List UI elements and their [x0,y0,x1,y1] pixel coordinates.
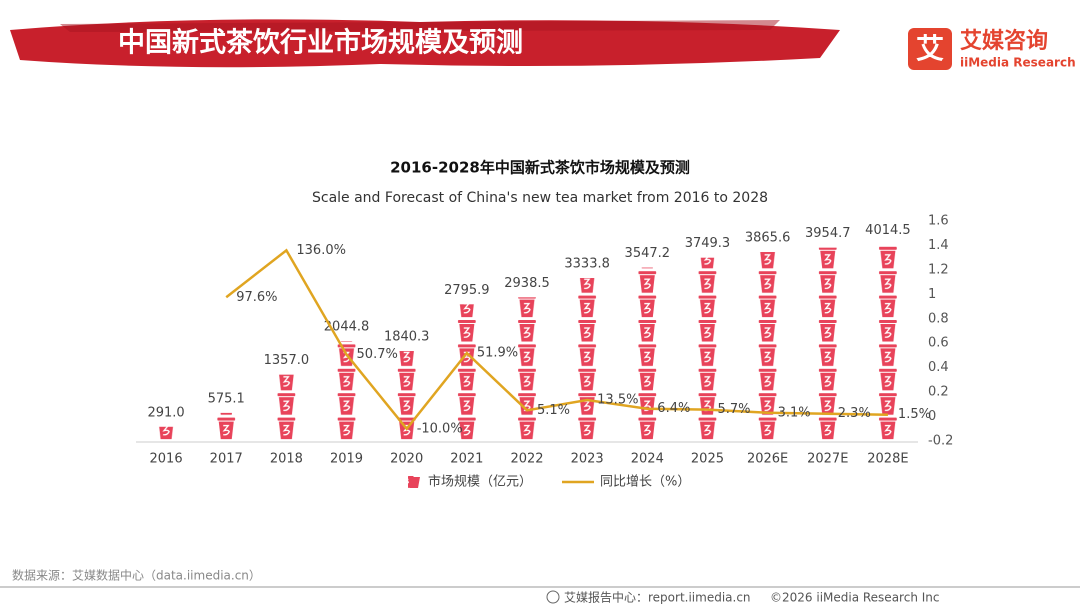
bar-value-label: 1840.3 [384,330,430,345]
bar-value-label: 3749.3 [685,236,731,251]
bar [457,304,476,441]
y2-tick-label: 1.6 [928,214,949,229]
x-tick-label: 2016 [150,452,183,467]
footer-report: 艾媒报告中心：report.iimedia.cn [564,590,751,605]
y2-tick-label: 1 [928,287,936,302]
line [225,248,888,431]
legend-label: 市场规模（亿元） [428,474,532,490]
logo-box [908,28,952,70]
footer-copyright: ©2026 iiMedia Research Inc [770,591,939,605]
y2-tick-label: 0.2 [928,385,949,400]
x-tick-label: 2017 [210,452,243,467]
header-title: 中国新式茶饮行业市场规模及预测 [118,27,523,59]
logo-sub: iiMedia Research [960,56,1076,70]
bar [397,351,416,441]
line-value-label: 13.5% [597,393,638,408]
footer-source: 数据来源：艾媒数据中心（data.iimedia.cn） [12,568,261,583]
bar-value-label: 3333.8 [564,257,610,272]
bar-value-label: 4014.5 [865,223,911,238]
chart-title: 2016-2028年中国新式茶饮市场规模及预测 [390,159,690,177]
x-tick-label: 2027E [807,452,848,467]
bar-value-label: 2795.9 [444,283,490,298]
footer-icon [546,590,560,604]
bar-value-label: 3547.2 [625,246,671,261]
line-value-label: 6.4% [657,401,690,416]
bar [157,426,176,441]
x-tick-label: 2021 [450,452,483,467]
y2-tick-label: 1.2 [928,262,949,277]
bar [878,244,897,441]
bar-value-label: 1357.0 [264,353,310,368]
x-tick-label: 2023 [571,452,604,467]
bar-value-label: 2044.8 [324,320,370,335]
x-tick-label: 2020 [390,452,423,467]
chart-subtitle: Scale and Forecast of China's new tea ma… [312,190,768,206]
x-tick-label: 2028E [867,452,908,467]
legend-label: 同比增长（%） [600,475,690,490]
bar [217,412,236,441]
y2-tick-label: -0.2 [928,434,953,449]
bar [638,267,657,441]
line-value-label: 5.7% [717,402,750,417]
line-value-label: 97.6% [236,290,277,305]
bar [337,341,356,441]
x-tick-label: 2026E [747,452,788,467]
line-value-label: 136.0% [296,243,346,258]
y2-tick-label: 0.8 [928,311,949,326]
bar-value-label: 3865.6 [745,231,791,246]
bar [277,374,296,441]
brush-streak [60,20,780,32]
bar [518,297,536,441]
bar-value-label: 3954.7 [805,226,851,241]
line-value-label: -10.0% [417,421,463,436]
x-tick-label: 2024 [631,452,664,467]
logo-icon: 艾 [916,32,944,65]
bar [698,257,717,441]
x-tick-label: 2022 [510,452,543,467]
line-value-label: 2.3% [838,406,871,421]
x-tick-label: 2019 [330,452,363,467]
legend-icon [408,477,420,488]
bar-value-label: 2938.5 [504,276,550,291]
line-value-label: 3.1% [778,405,811,420]
bar-value-label: 291.0 [147,405,184,420]
y2-tick-label: 0.4 [928,360,949,375]
y2-tick-label: 0.6 [928,336,949,351]
bar [818,247,837,441]
bar [758,252,777,441]
bar-value-label: 575.1 [208,391,245,406]
line-value-label: 1.5% [898,407,931,422]
y2-tick-label: 1.4 [928,238,949,253]
line-value-label: 51.9% [477,346,518,361]
line-value-label: 50.7% [357,347,398,362]
bar [578,278,597,441]
line-value-label: 5.1% [537,403,570,418]
y2-tick-label: 0 [928,409,936,424]
logo-text: 艾媒咨询 [960,28,1048,54]
x-tick-label: 2025 [691,452,724,467]
x-tick-label: 2018 [270,452,303,467]
